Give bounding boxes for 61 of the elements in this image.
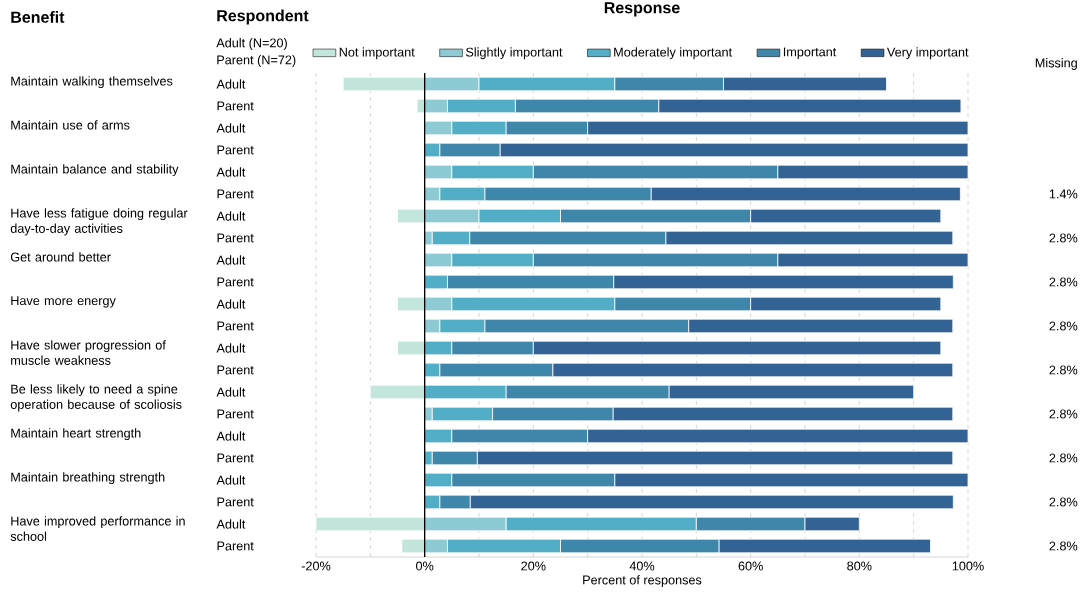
legend-label: Moderately important: [614, 47, 733, 60]
legend-label: Slightly important: [465, 47, 563, 60]
text: Adult (N=20): [216, 38, 287, 50]
y-tick-label: Parent: [217, 189, 254, 199]
y-tick-label: Adult: [216, 475, 246, 485]
y-tick-label: Adult: [216, 519, 246, 529]
text: 2.8%: [1049, 541, 1078, 551]
legend-label: Important: [783, 47, 837, 59]
text: 2.8%: [1049, 409, 1078, 419]
text: Have improved performance in school: [10, 516, 185, 541]
text: Have less fatigue doing regular day-to-day activities: [10, 208, 188, 236]
x-tick-label: 80%: [847, 561, 872, 571]
text: 2.8%: [1049, 277, 1078, 287]
y-tick-label: Parent: [217, 277, 254, 287]
x-tick-label: 100%: [952, 561, 984, 571]
text: Have slower progression of muscle weakness: [11, 340, 166, 365]
y-tick-label: Parent: [217, 453, 254, 463]
text: Benefit: [11, 11, 65, 23]
text: Respondent: [217, 9, 309, 25]
text: Maintain heart strength: [11, 428, 141, 441]
x-tick-label: 20%: [521, 561, 546, 571]
y-tick-label: Adult: [216, 123, 246, 133]
y-tick-label: Adult: [216, 431, 246, 441]
x-axis-title: Percent of responses: [583, 575, 702, 587]
y-tick-label: Parent: [217, 101, 254, 111]
y-tick-label: Parent: [217, 541, 254, 551]
y-tick-label: Adult: [216, 255, 246, 265]
legend-label: Very important: [886, 47, 969, 60]
text: Maintain walking themselves: [11, 76, 173, 89]
y-tick-label: Parent: [217, 497, 254, 507]
x-tick-label: 0%: [416, 561, 434, 571]
y-tick-label: Parent: [217, 365, 254, 375]
text: 2.8%: [1049, 321, 1078, 331]
text: Maintain balance and stability: [11, 164, 179, 177]
text: 2.8%: [1049, 233, 1078, 243]
y-tick-label: Adult: [216, 79, 246, 89]
y-tick-label: Adult: [216, 167, 246, 177]
text: 2.8%: [1049, 453, 1078, 463]
y-tick-label: Parent: [217, 409, 254, 419]
text: 2.8%: [1049, 365, 1078, 375]
legend-label: Not important: [339, 47, 415, 60]
y-tick-label: Parent: [217, 233, 254, 243]
x-tick-label: 40%: [629, 561, 655, 571]
text: Get around better: [10, 252, 111, 262]
text: Parent (N=72): [217, 55, 296, 67]
text: Missing: [1035, 58, 1077, 70]
text: 2.8%: [1049, 497, 1078, 507]
x-tick-label: 60%: [738, 561, 763, 571]
y-tick-label: Parent: [217, 321, 254, 331]
y-tick-label: Adult: [216, 343, 246, 353]
text: Maintain use of arms: [11, 120, 130, 130]
y-tick-label: Adult: [216, 299, 246, 309]
y-tick-label: Adult: [216, 387, 246, 397]
chart-title: Response: [604, 2, 680, 17]
text: Maintain breathing strength: [11, 472, 165, 485]
x-tick-label: -20%: [301, 561, 331, 571]
y-tick-label: Adult: [216, 211, 246, 221]
text: Have more energy: [11, 296, 116, 308]
text: 1.4%: [1049, 189, 1078, 199]
y-tick-label: Parent: [217, 145, 254, 155]
text: Be less likely to need a spine operation because of scoliosis: [10, 384, 182, 412]
